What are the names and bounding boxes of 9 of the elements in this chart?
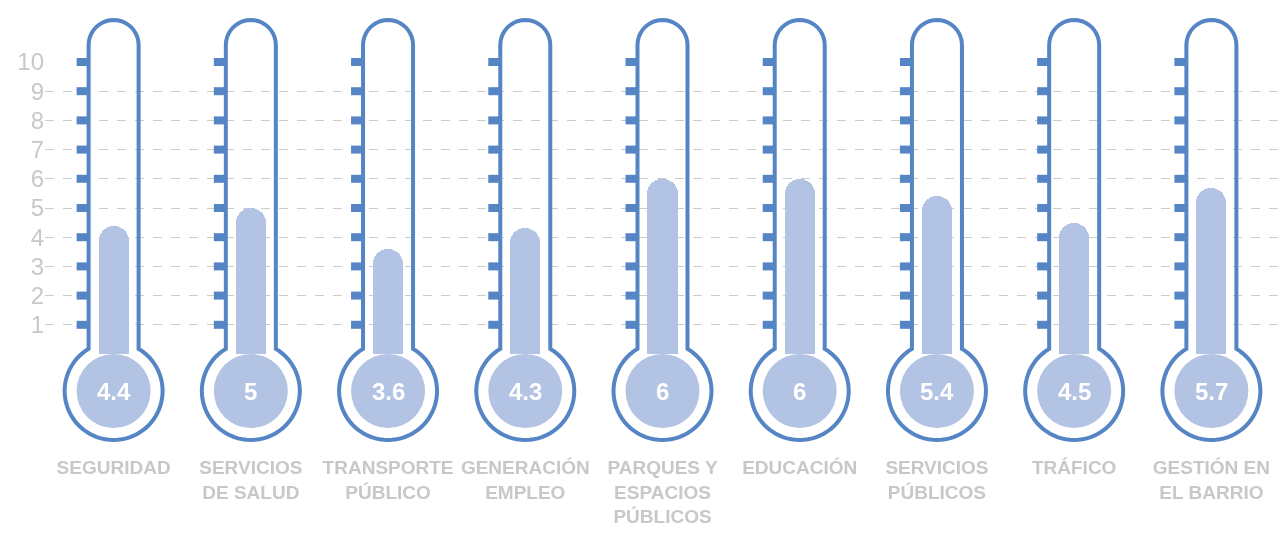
- data-label: 6: [793, 378, 807, 405]
- data-label: 4.4: [97, 378, 132, 405]
- data-label: 6: [656, 378, 670, 405]
- data-label: 5: [244, 378, 258, 405]
- data-label: 3.6: [372, 378, 406, 405]
- data-label: 4.5: [1058, 378, 1092, 405]
- data-label: 5.7: [1195, 378, 1229, 405]
- data-label: 4.3: [509, 378, 543, 405]
- data-label: 5.4: [920, 378, 955, 405]
